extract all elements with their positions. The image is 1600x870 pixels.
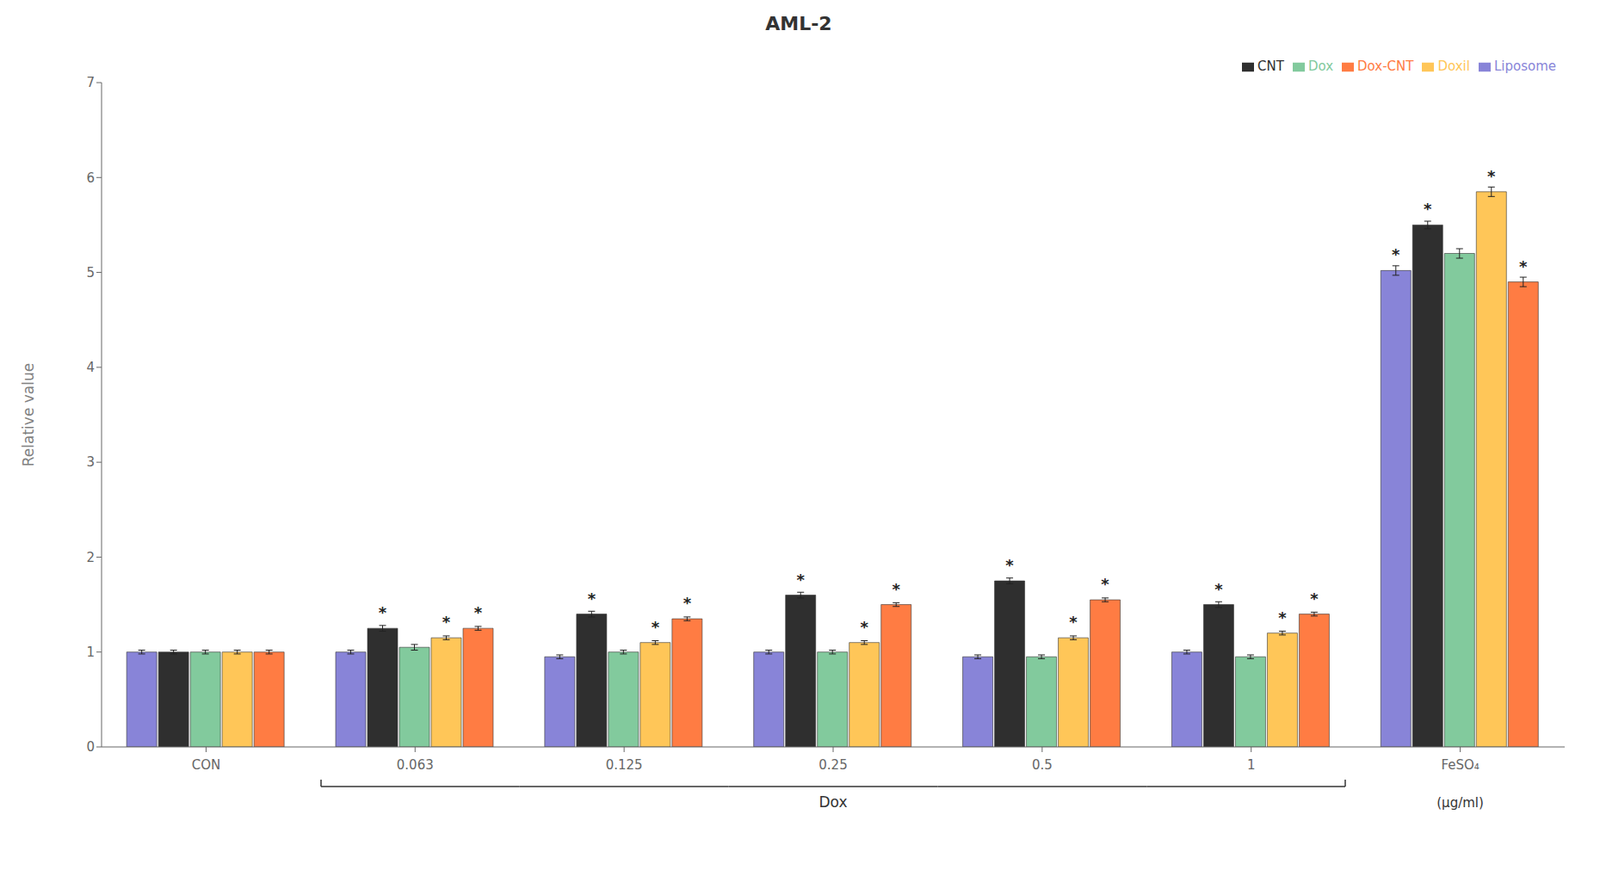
svg-text:Dox: Dox bbox=[818, 793, 847, 811]
svg-text:*: * bbox=[683, 593, 692, 612]
svg-text:*: * bbox=[1068, 612, 1078, 631]
html-text:Doxil: Doxil bbox=[1437, 58, 1470, 75]
svg-text:*: * bbox=[892, 580, 902, 599]
svg-text:*: * bbox=[1214, 580, 1224, 599]
svg-text:*: * bbox=[796, 570, 806, 589]
svg-text:*: * bbox=[1423, 199, 1433, 218]
svg-text:Relative value: Relative value bbox=[19, 363, 38, 467]
svg-text:3: 3 bbox=[86, 454, 95, 470]
svg-text:*: * bbox=[1100, 574, 1110, 594]
svg-text:0.125: 0.125 bbox=[605, 757, 643, 773]
html-text:CNT: CNT bbox=[1257, 58, 1285, 75]
svg-text:*: * bbox=[651, 617, 661, 637]
svg-text:6: 6 bbox=[86, 170, 95, 186]
svg-text:0.25: 0.25 bbox=[818, 757, 847, 773]
svg-text:*: * bbox=[1391, 245, 1401, 264]
svg-text:1: 1 bbox=[1247, 757, 1256, 773]
svg-text:2: 2 bbox=[86, 549, 95, 566]
svg-text:1: 1 bbox=[86, 644, 95, 661]
html-text:Dox-CNT: Dox-CNT bbox=[1357, 58, 1414, 75]
svg-text:0: 0 bbox=[86, 739, 95, 755]
svg-text:*: * bbox=[474, 603, 483, 622]
svg-text:*: * bbox=[1005, 555, 1014, 575]
html-text:Dox: Dox bbox=[1308, 58, 1334, 75]
svg-text:*: * bbox=[1309, 589, 1319, 608]
svg-text:7: 7 bbox=[86, 74, 95, 91]
svg-text:0.063: 0.063 bbox=[396, 757, 434, 773]
svg-text:*: * bbox=[860, 617, 870, 637]
svg-text:FeSO₄: FeSO₄ bbox=[1440, 757, 1479, 773]
svg-text:*: * bbox=[1519, 257, 1528, 276]
svg-text:(μg/ml): (μg/ml) bbox=[1436, 795, 1484, 811]
svg-text:*: * bbox=[442, 612, 451, 631]
svg-text:0.5: 0.5 bbox=[1031, 757, 1053, 773]
svg-text:*: * bbox=[1278, 608, 1287, 627]
html-text:AML-2: AML-2 bbox=[765, 12, 833, 35]
svg-text:CON: CON bbox=[191, 757, 222, 773]
html-text:Liposome: Liposome bbox=[1494, 58, 1557, 75]
svg-text:4: 4 bbox=[86, 359, 95, 376]
svg-text:*: * bbox=[587, 589, 597, 608]
svg-text:*: * bbox=[378, 603, 388, 622]
svg-text:*: * bbox=[1487, 166, 1496, 186]
svg-text:5: 5 bbox=[86, 265, 95, 281]
